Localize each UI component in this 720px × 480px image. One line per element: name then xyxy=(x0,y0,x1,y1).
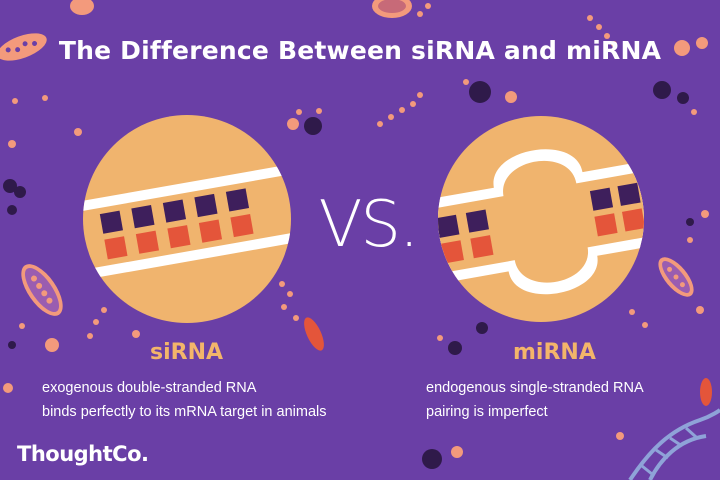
vs-label: VS. xyxy=(318,188,420,262)
sirna-line: exogenous double-stranded RNA xyxy=(42,380,257,396)
base-pair xyxy=(225,188,254,238)
bacterium-icon xyxy=(372,0,412,18)
sirna-illustration xyxy=(83,115,291,323)
thoughtco-logo: ThoughtCo. xyxy=(17,442,149,466)
base-pair xyxy=(465,209,494,259)
dna-helix-icon xyxy=(628,408,720,480)
base-pair xyxy=(438,214,464,264)
bacterium-icon xyxy=(21,264,63,316)
sirna-description: exogenous double-stranded RNA binds perf… xyxy=(42,376,326,424)
page-title: The Difference Between siRNA and miRNA xyxy=(58,36,662,65)
sirna-line: binds perfectly to its mRNA target in an… xyxy=(42,404,327,420)
base-pair xyxy=(162,199,191,249)
base-pair xyxy=(99,210,128,260)
bacterium-icon xyxy=(658,257,694,297)
dots xyxy=(3,3,709,469)
bacterium-icon xyxy=(70,0,94,15)
base-pair xyxy=(617,182,644,232)
base-pair xyxy=(131,205,160,254)
base-pair xyxy=(194,193,223,243)
pill-shape xyxy=(304,317,324,351)
pill-shape xyxy=(700,378,712,406)
mirna-illustration xyxy=(438,116,644,322)
rna-strand xyxy=(83,160,291,216)
mirna-line: endogenous single-stranded RNA xyxy=(426,380,644,396)
sirna-heading: siRNA xyxy=(150,340,224,365)
bacterium-icon xyxy=(0,33,47,61)
mirna-description: endogenous single-stranded RNA pairing i… xyxy=(426,376,644,424)
rna-strand xyxy=(83,227,291,283)
mirna-line: pairing is imperfect xyxy=(426,404,548,420)
mirna-heading: miRNA xyxy=(513,340,596,365)
base-pair xyxy=(589,187,618,237)
